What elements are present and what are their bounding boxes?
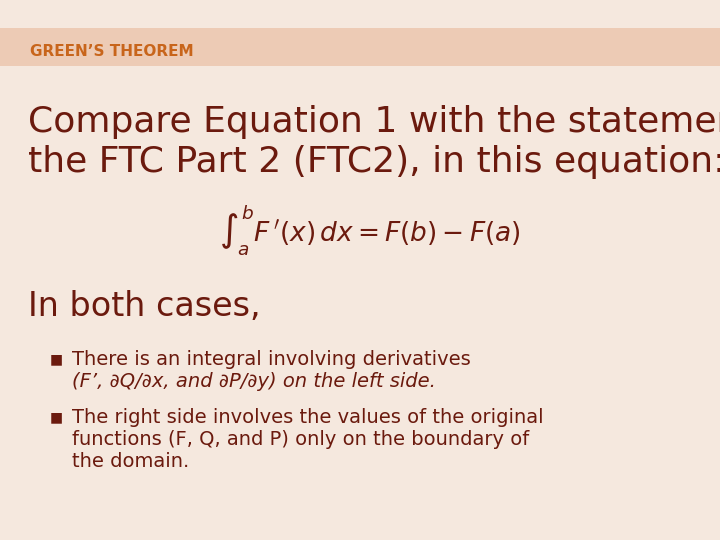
Bar: [0, 28, 720, 66]
Text: ■: ■: [50, 410, 63, 424]
Text: The right side involves the values of the original: The right side involves the values of th…: [72, 408, 544, 427]
Text: In both cases,: In both cases,: [28, 290, 261, 323]
Text: functions (F, Q, and P) only on the boundary of: functions (F, Q, and P) only on the boun…: [72, 430, 529, 449]
Text: $\int_{a}^{b} F\,'(x)\,dx = F(b) - F(a)$: $\int_{a}^{b} F\,'(x)\,dx = F(b) - F(a)$: [219, 203, 521, 257]
Text: GREEN’S THEOREM: GREEN’S THEOREM: [30, 44, 194, 59]
Text: (F’, ∂Q/∂x, and ∂P/∂y) on the left side.: (F’, ∂Q/∂x, and ∂P/∂y) on the left side.: [72, 372, 436, 391]
Text: There is an integral involving derivatives: There is an integral involving derivativ…: [72, 350, 471, 369]
Text: the domain.: the domain.: [72, 452, 189, 471]
Text: Compare Equation 1 with the statement of: Compare Equation 1 with the statement of: [28, 105, 720, 139]
Text: ■: ■: [50, 352, 63, 366]
Text: the FTC Part 2 (FTC2), in this equation:: the FTC Part 2 (FTC2), in this equation:: [28, 145, 720, 179]
